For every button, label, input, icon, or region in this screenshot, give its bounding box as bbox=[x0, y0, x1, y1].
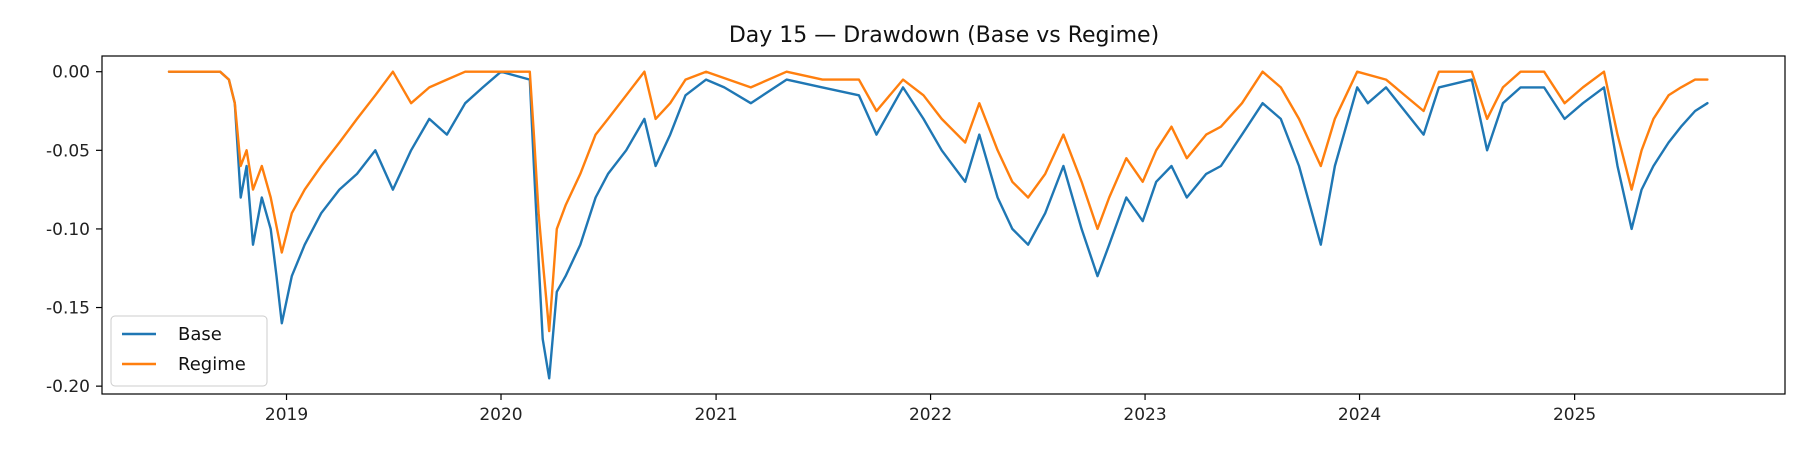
x-tick-label: 2024 bbox=[1338, 405, 1381, 425]
y-tick-label: -0.20 bbox=[46, 377, 90, 397]
y-tick-label: -0.15 bbox=[46, 299, 90, 319]
x-axis: 2019 2020 2021 2022 2023 2024 2025 bbox=[265, 394, 1596, 425]
plot-area bbox=[167, 70, 1709, 380]
x-tick-label: 2021 bbox=[694, 405, 737, 425]
y-tick-label: -0.10 bbox=[46, 220, 90, 240]
x-tick-label: 2025 bbox=[1553, 405, 1596, 425]
x-tick-label: 2023 bbox=[1123, 405, 1166, 425]
legend-label-regime: Regime bbox=[178, 354, 246, 375]
legend-label-base: Base bbox=[178, 324, 222, 345]
chart-title: Day 15 — Drawdown (Base vs Regime) bbox=[729, 23, 1159, 48]
x-tick-label: 2022 bbox=[909, 405, 952, 425]
y-tick-label: -0.05 bbox=[46, 141, 90, 161]
plot-frame bbox=[101, 55, 1786, 395]
series-line-regime bbox=[167, 70, 1709, 333]
y-axis: 0.00 -0.05 -0.10 -0.15 -0.20 bbox=[46, 63, 102, 397]
legend: Base Regime bbox=[110, 315, 268, 387]
y-tick-label: 0.00 bbox=[52, 63, 90, 83]
x-tick-label: 2020 bbox=[479, 405, 522, 425]
x-tick-label: 2019 bbox=[265, 405, 308, 425]
series-line-base bbox=[167, 70, 1709, 380]
